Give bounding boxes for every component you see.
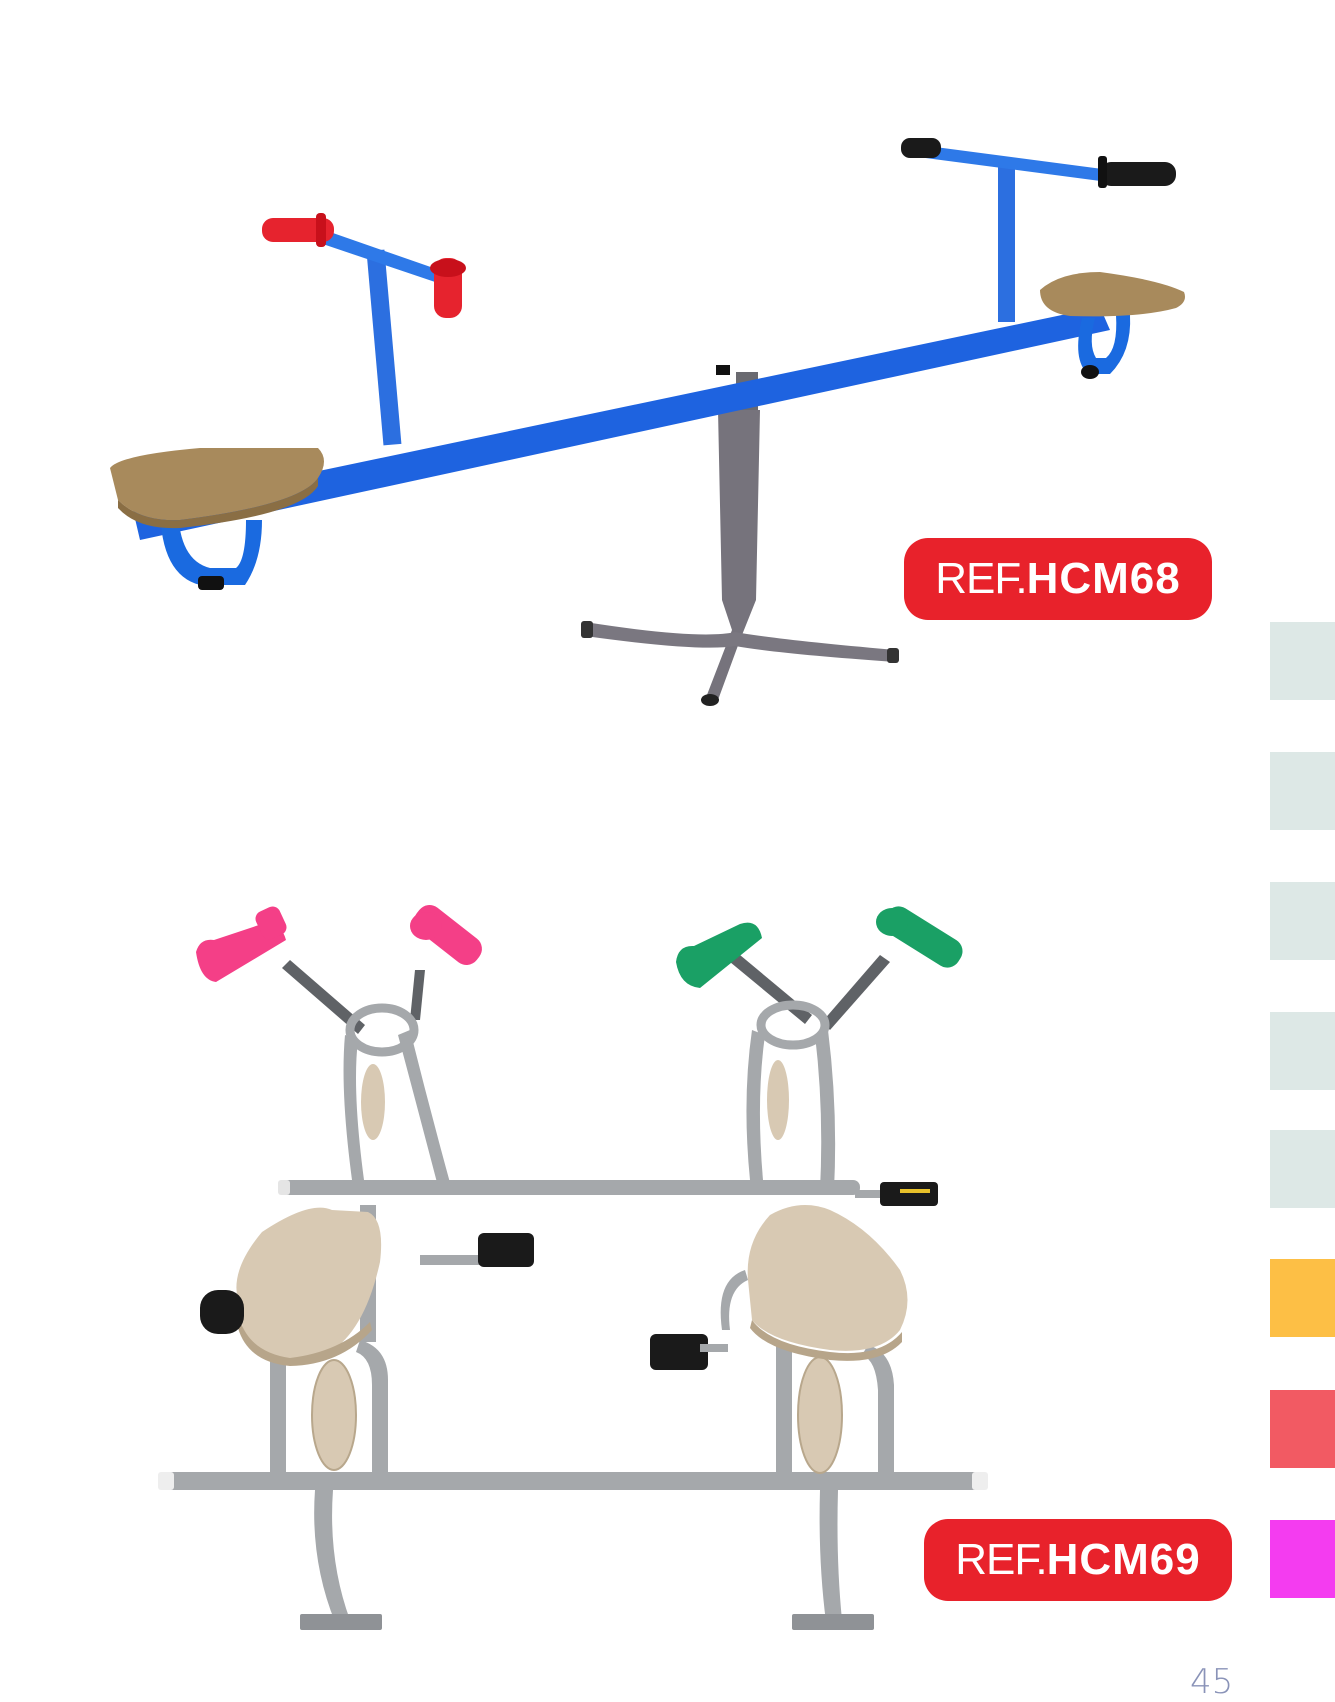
exercise-bikes-photo [158,905,988,1630]
section-tab [1270,1012,1335,1090]
section-tab [1270,1259,1335,1337]
seesaw-black-grip-left [901,138,941,158]
right-bike-frame [730,955,894,1474]
bikes-back-crossbar [278,1180,860,1195]
ref-code: HCM68 [1026,554,1181,603]
seesaw-red-grip-right [430,258,466,318]
right-bike-pedal-right [855,1182,938,1206]
seesaw-black-grip-right [1098,156,1176,188]
ref-code: HCM69 [1046,1535,1201,1584]
seesaw-left-seat [110,448,324,590]
seesaw-red-grip-left [262,213,334,247]
seesaw-left-handle [305,225,445,446]
right-bike-pedal-left [650,1270,748,1370]
left-bike-pink-grip-right [410,905,482,965]
seesaw-photo [110,138,1185,706]
section-tab [1270,622,1335,700]
left-bike-seat [236,1207,382,1366]
right-bike-green-grip-right [876,906,963,968]
section-tab [1270,1130,1335,1208]
ref-prefix: REF. [955,1535,1047,1584]
product-ref-badge: REF. HCM68 [904,538,1212,620]
seesaw-right-handle [918,145,1110,322]
section-tab [1270,1390,1335,1468]
left-bike-pink-grip-left [196,906,287,982]
product-ref-badge: REF. HCM69 [924,1519,1232,1601]
left-bike-pedal-black [200,1290,244,1334]
seesaw-right-seat [1040,272,1185,379]
bikes-front-crossbar [158,1472,988,1490]
right-bike-green-grip-left [676,922,762,988]
section-tab [1270,1520,1335,1598]
bikes-floor-legs [300,1490,874,1630]
section-tab [1270,882,1335,960]
ref-prefix: REF. [935,554,1027,603]
seesaw-beam [133,307,1110,540]
page-number: 45 [1190,1662,1234,1702]
left-bike-pedal-right [420,1233,534,1267]
left-bike-frame [270,960,452,1474]
right-bike-seat [747,1205,908,1361]
section-tab [1270,752,1335,830]
